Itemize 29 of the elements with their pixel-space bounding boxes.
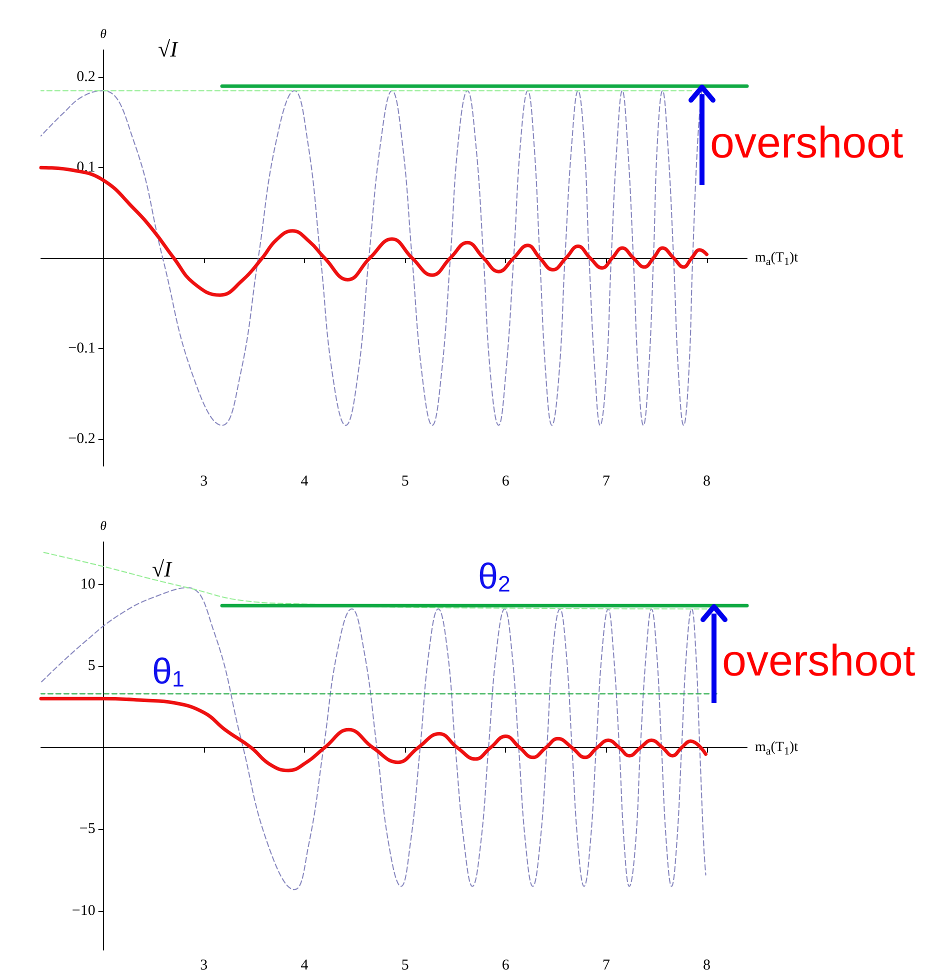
x-tick-label: 7 — [602, 474, 610, 490]
x-tick-label: 5 — [401, 474, 409, 490]
y-axis-title: θ — [100, 518, 108, 533]
y-tick-label: 10 — [80, 576, 96, 592]
y-tick-label: −5 — [79, 821, 96, 838]
annotation: overshoot — [722, 636, 916, 686]
x-tick-label: 5 — [401, 958, 409, 974]
x-tick-label: 4 — [300, 474, 309, 490]
line-series — [39, 696, 708, 772]
y-axis-title: θ — [100, 26, 108, 41]
annotation: θ2 — [478, 555, 510, 596]
x-tick-label: 8 — [703, 958, 711, 974]
x-tick-label: 3 — [200, 474, 208, 490]
x-tick-label: 7 — [602, 958, 610, 974]
x-tick-label: 4 — [300, 958, 309, 974]
annotation: overshoot — [710, 118, 904, 168]
annotation: √I — [152, 556, 174, 582]
annotation: θ1 — [152, 650, 184, 692]
y-tick-label: 0.2 — [76, 69, 96, 86]
x-tick-label: 6 — [502, 474, 510, 490]
y-tick-label: 5 — [88, 658, 96, 674]
line-series — [40, 90, 702, 426]
y-tick-label: −0.2 — [68, 430, 96, 447]
x-tick-label: 3 — [200, 958, 208, 974]
x-tick-label: 8 — [703, 474, 711, 490]
y-tick-label: −0.1 — [68, 340, 96, 356]
x-tick-label: 6 — [502, 958, 510, 974]
annotation: √I — [158, 36, 180, 62]
y-tick-label: −10 — [72, 902, 96, 919]
